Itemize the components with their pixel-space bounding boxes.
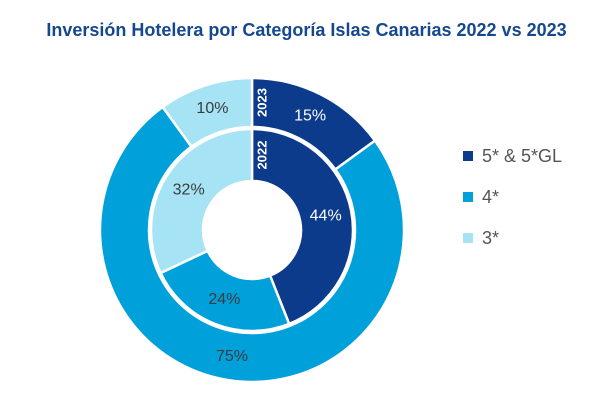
slice-value-label: 75% [216, 348, 248, 365]
slice-value-label: 24% [208, 291, 240, 308]
legend-label: 4* [482, 186, 500, 207]
slice-value-label: 15% [294, 107, 326, 124]
outer-ring-2023 [98, 76, 406, 384]
ring-year-labels: 2023 2022 [255, 88, 270, 169]
inner-ring-2022 [149, 127, 355, 333]
inner-slice [250, 127, 355, 326]
slice-labels: 15% 75% 10% 44% 24% 32% [173, 100, 342, 365]
legend-item: 4* [463, 186, 562, 208]
outer-slice [98, 105, 406, 384]
slice-value-label: 10% [196, 100, 228, 117]
slice-value-label: 32% [173, 181, 205, 198]
legend-swatch [463, 151, 473, 161]
legend-swatch [463, 192, 473, 202]
outer-slice [161, 76, 254, 148]
inner-slice [159, 249, 291, 333]
legend-item: 3* [463, 227, 562, 249]
ring-year-label: 2023 [255, 88, 270, 117]
legend-label: 5* & 5*GL [482, 145, 563, 166]
slice-value-label: 44% [310, 207, 342, 224]
legend-label: 3* [482, 227, 500, 248]
chart-title: Inversión Hotelera por Categoría Islas C… [46, 20, 567, 40]
legend-item: 5* & 5*GL [463, 145, 562, 167]
legend-swatch [463, 233, 473, 243]
ring-year-label: 2022 [255, 141, 270, 170]
legend: 5* & 5*GL 4* 3* [463, 145, 562, 268]
inner-slice [149, 127, 254, 275]
